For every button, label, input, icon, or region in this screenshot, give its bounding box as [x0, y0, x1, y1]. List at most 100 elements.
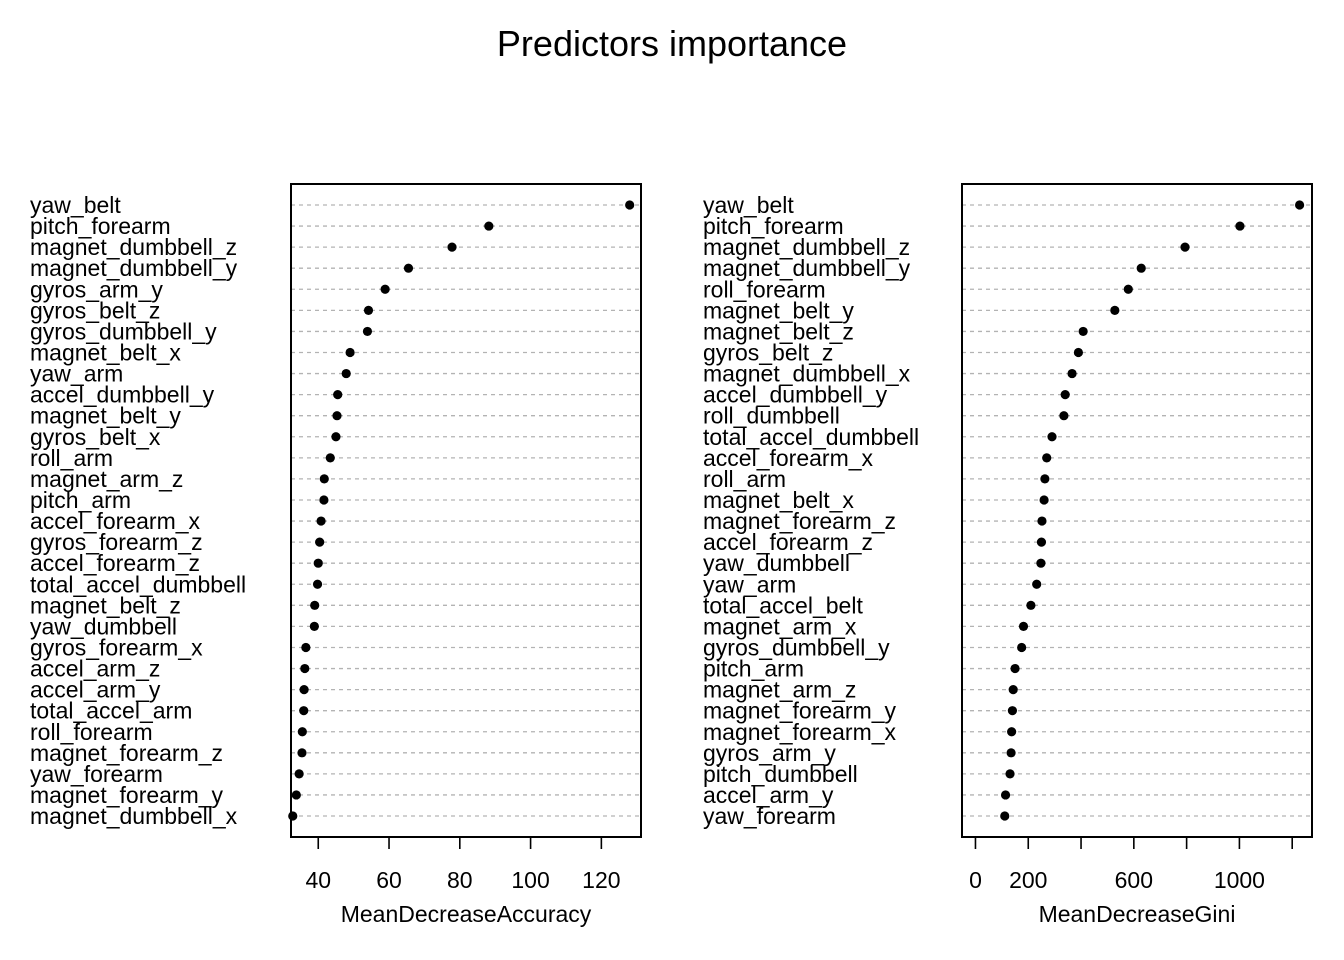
category-label: roll_forearm [703, 276, 826, 302]
data-point [1180, 242, 1190, 252]
data-point [1078, 326, 1088, 337]
data-point [484, 221, 494, 231]
category-label: pitch_forearm [30, 213, 171, 239]
category-label: gyros_belt_z [703, 339, 833, 365]
data-point [1000, 811, 1010, 821]
data-point [362, 326, 373, 337]
x-tick-label: 600 [1115, 867, 1153, 893]
category-label: magnet_dumbbell_x [703, 361, 911, 387]
x-tick-label: 40 [305, 867, 331, 893]
data-point [294, 769, 304, 779]
category-label: pitch_arm [30, 487, 131, 513]
category-label: yaw_dumbbell [30, 613, 177, 639]
category-label: magnet_dumbbell_z [30, 234, 237, 260]
data-point [1042, 453, 1052, 463]
category-label: yaw_dumbbell [703, 550, 850, 576]
data-point [312, 579, 323, 589]
category-label: magnet_dumbbell_x [30, 803, 238, 829]
category-label: magnet_belt_z [703, 318, 854, 344]
x-tick-label: 100 [511, 867, 549, 893]
category-label: pitch_forearm [703, 213, 844, 239]
x-tick-label: 200 [1009, 867, 1047, 893]
data-point [297, 748, 307, 758]
data-point [1037, 516, 1047, 526]
data-point [1010, 663, 1020, 674]
data-point [1040, 474, 1050, 484]
data-point [288, 811, 298, 821]
category-label: gyros_forearm_z [30, 529, 203, 555]
data-point [1123, 284, 1133, 294]
category-label: roll_forearm [30, 719, 153, 745]
category-label: accel_forearm_x [30, 508, 201, 534]
data-point [1036, 558, 1046, 568]
data-point [380, 284, 390, 294]
data-point [1007, 727, 1017, 737]
category-label: gyros_arm_y [703, 740, 836, 766]
data-point [1018, 621, 1029, 632]
data-point [319, 495, 329, 505]
category-label: magnet_arm_z [30, 466, 183, 492]
category-label: yaw_belt [703, 192, 794, 218]
data-point [299, 706, 309, 716]
category-label: roll_arm [703, 466, 786, 492]
category-label: magnet_belt_y [703, 297, 854, 323]
category-label: yaw_arm [30, 361, 123, 387]
data-point [1235, 221, 1245, 231]
category-label: gyros_forearm_x [30, 634, 203, 660]
data-point [403, 263, 414, 273]
category-label: roll_arm [30, 445, 113, 471]
category-label: yaw_forearm [30, 761, 163, 787]
data-point [1060, 390, 1070, 400]
data-point [1008, 685, 1018, 695]
data-point [1006, 748, 1016, 758]
category-label: accel_dumbbell_y [30, 382, 215, 408]
x-tick-label: 0 [969, 867, 982, 893]
plot-frame [290, 183, 642, 838]
category-label: gyros_dumbbell_y [703, 634, 890, 660]
data-point [341, 368, 351, 379]
data-point [315, 537, 325, 547]
category-label: accel_dumbbell_y [703, 382, 888, 408]
data-point [299, 685, 309, 695]
data-point [1110, 305, 1120, 315]
category-label: gyros_arm_y [30, 276, 163, 302]
mean-decrease-accuracy-panel: yaw_beltpitch_forearmmagnet_dumbbell_zma… [30, 183, 642, 927]
data-point [1007, 706, 1018, 716]
category-label: accel_arm_y [703, 782, 834, 808]
data-point [1047, 432, 1057, 442]
category-label: accel_forearm_x [703, 445, 874, 471]
category-label: accel_arm_y [30, 677, 161, 703]
data-point [1059, 411, 1069, 421]
category-label: magnet_forearm_x [703, 719, 897, 745]
category-label: magnet_belt_x [30, 339, 181, 365]
category-label: yaw_belt [30, 192, 121, 218]
data-point [1036, 537, 1047, 547]
category-label: total_accel_arm [30, 698, 192, 724]
data-point [333, 390, 343, 400]
data-point [332, 411, 342, 421]
data-point [1017, 642, 1027, 653]
data-point [291, 790, 301, 800]
category-label: magnet_forearm_z [703, 508, 896, 534]
data-point [1067, 368, 1077, 379]
chart-title: Predictors importance [497, 23, 847, 64]
category-label: gyros_dumbbell_y [30, 318, 217, 344]
category-label: gyros_belt_z [30, 297, 160, 323]
category-label: magnet_arm_x [703, 613, 857, 639]
category-label: pitch_dumbbell [703, 761, 858, 787]
data-point [1000, 790, 1011, 800]
data-point [1032, 579, 1042, 589]
data-point [331, 432, 341, 442]
category-label: yaw_arm [703, 571, 796, 597]
category-label: total_accel_belt [703, 592, 863, 618]
data-point [345, 347, 355, 358]
data-point [1026, 600, 1036, 610]
category-label: magnet_dumbbell_y [703, 255, 911, 281]
category-label: magnet_arm_z [703, 677, 856, 703]
data-point [325, 453, 335, 463]
category-label: pitch_arm [703, 656, 804, 682]
data-point [447, 242, 457, 252]
data-point [301, 642, 311, 653]
category-label: total_accel_dumbbell [30, 571, 246, 597]
